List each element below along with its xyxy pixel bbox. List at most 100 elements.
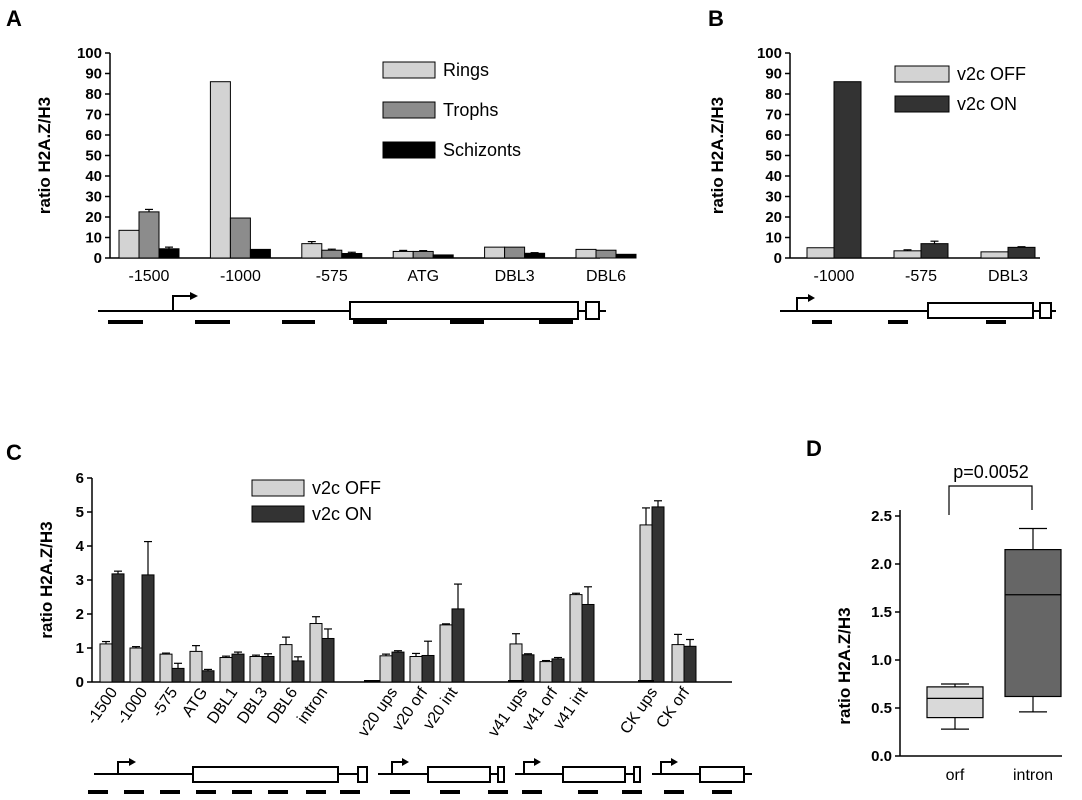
category-label: DBL6 xyxy=(586,268,626,285)
tss-arrow-icon xyxy=(391,761,402,774)
tss-arrow-icon xyxy=(117,761,129,774)
exon1-box xyxy=(562,766,626,783)
bar xyxy=(321,637,335,683)
y-tick-label: 2.0 xyxy=(871,556,892,573)
bar xyxy=(111,573,125,683)
gene-schematic-b xyxy=(780,294,1056,324)
chart-d: 0.0 0.5 1.0 1.5 2.0 2.5 ratio H2A.Z/H3 orf intro… xyxy=(835,462,1062,784)
y-tick-label: 20 xyxy=(85,209,102,226)
y-tick-label: 0.5 xyxy=(871,700,892,717)
legend-label: Trophs xyxy=(443,100,498,120)
y-tick-label: 4 xyxy=(76,538,85,555)
category-label: DBL3 xyxy=(988,268,1028,285)
bar xyxy=(249,248,271,259)
bar xyxy=(504,246,526,259)
bar xyxy=(249,656,263,683)
bar xyxy=(595,249,617,259)
chart-b: 0 10 20 30 40 50 60 70 80 90 100 ratio H2A.Z/H3 -100… xyxy=(708,45,1040,285)
bar xyxy=(920,243,949,259)
bar xyxy=(615,253,637,259)
category-label: -575 xyxy=(905,268,937,285)
exon2-box xyxy=(585,301,600,320)
exon1-box xyxy=(349,301,579,320)
bar xyxy=(379,655,393,683)
tss-arrow-icon xyxy=(523,761,534,774)
y-tick-label: 1 xyxy=(76,640,84,657)
box xyxy=(1004,548,1062,698)
bar xyxy=(581,603,595,683)
tss-arrowhead-icon xyxy=(129,758,136,766)
gene-schematic-c xyxy=(88,758,752,794)
box xyxy=(926,686,984,719)
category-label: -1500 xyxy=(84,684,121,727)
y-tick-label: 60 xyxy=(85,127,102,144)
bar xyxy=(309,623,323,683)
y-tick-label: 50 xyxy=(765,148,782,165)
y-tick-label: 3 xyxy=(76,572,84,589)
category-label: CK orf xyxy=(653,684,693,731)
tss-arrow-icon xyxy=(172,295,190,311)
legend-swatch xyxy=(251,505,305,523)
category-label: -1000 xyxy=(114,684,151,727)
legend-swatch xyxy=(894,95,950,113)
bar xyxy=(980,251,1009,259)
y-tick-label: 80 xyxy=(765,86,782,103)
exon1-box xyxy=(427,766,491,783)
y-tick-label: 40 xyxy=(85,168,102,185)
panel-letter-c: C xyxy=(6,440,22,465)
bar xyxy=(159,653,173,683)
y-tick-label: 30 xyxy=(85,189,102,206)
category-label: v20 ups xyxy=(355,685,401,741)
y-tick-label: 1.5 xyxy=(871,604,892,621)
gene-schematic-a xyxy=(98,292,606,324)
bar xyxy=(833,81,862,259)
bar xyxy=(521,654,535,683)
y-tick-label: 30 xyxy=(765,189,782,206)
bar xyxy=(392,250,414,259)
significance-bracket xyxy=(948,485,1033,515)
panel-letter-b: B xyxy=(708,6,724,31)
category-label: CK ups xyxy=(617,685,661,738)
bar xyxy=(451,608,465,683)
bar xyxy=(201,670,215,683)
tss-arrowhead-icon xyxy=(190,292,198,300)
category-label: -1000 xyxy=(814,268,855,285)
exon2-box xyxy=(357,766,368,783)
y-tick-label: 10 xyxy=(85,230,102,247)
category-label: intron xyxy=(1013,767,1053,784)
tss-arrowhead-icon xyxy=(808,294,815,302)
bar xyxy=(118,229,140,259)
bar xyxy=(391,651,405,683)
chart-a: 0 10 20 30 40 50 60 70 80 90 100 ratio H2A.Z/H3 -150… xyxy=(35,45,637,285)
legend-label: v2c ON xyxy=(312,504,372,524)
bar xyxy=(893,250,922,259)
bar xyxy=(189,650,203,683)
y-tick-label: 10 xyxy=(765,230,782,247)
legend-label: Schizonts xyxy=(443,140,521,160)
y-axis-label: ratio H2A.Z/H3 xyxy=(835,607,854,724)
y-tick-label: 90 xyxy=(85,66,102,83)
bar xyxy=(99,643,113,683)
y-axis-label: ratio H2A.Z/H3 xyxy=(708,97,727,214)
y-tick-label: 90 xyxy=(765,66,782,83)
y-tick-label: 0 xyxy=(774,250,782,267)
y-tick-label: 70 xyxy=(85,107,102,124)
bar xyxy=(291,660,305,683)
y-tick-label: 2.5 xyxy=(871,508,892,525)
p-value-annotation: p=0.0052 xyxy=(953,462,1029,482)
legend-swatch xyxy=(382,101,436,119)
y-tick-label: 50 xyxy=(85,148,102,165)
y-tick-label: 0.0 xyxy=(871,748,892,765)
tss-arrowhead-icon xyxy=(534,758,541,766)
bar xyxy=(341,252,363,259)
legend-label: v2c OFF xyxy=(312,478,381,498)
category-label: -1000 xyxy=(220,268,261,285)
y-axis-label: ratio H2A.Z/H3 xyxy=(37,521,56,638)
y-tick-label: 1.0 xyxy=(871,652,892,669)
exon2-box xyxy=(633,766,641,783)
bar xyxy=(484,246,506,259)
bar xyxy=(141,574,155,683)
panel-letter-d: D xyxy=(806,436,822,461)
